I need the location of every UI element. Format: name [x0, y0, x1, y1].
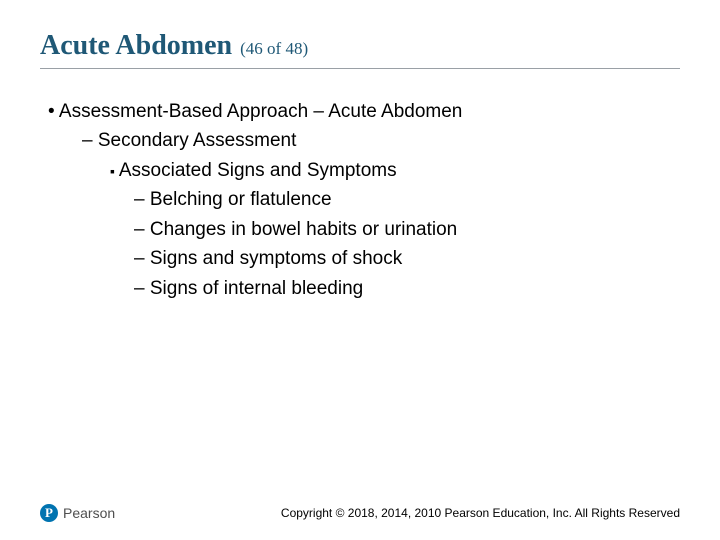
- bullet-lvl3: Associated Signs and Symptoms: [40, 156, 680, 185]
- pearson-logo-icon: P: [40, 504, 58, 522]
- slide: Acute Abdomen (46 of 48) Assessment-Base…: [0, 0, 720, 540]
- slide-title: Acute Abdomen: [40, 30, 232, 62]
- footer: P Pearson Copyright © 2018, 2014, 2010 P…: [0, 504, 720, 522]
- bullet-text: Associated Signs and Symptoms: [119, 160, 397, 181]
- slide-title-row: Acute Abdomen (46 of 48): [40, 30, 680, 62]
- bullet-text: Assessment-Based Approach – Acute Abdome…: [59, 101, 462, 122]
- bullet-text: Signs of internal bleeding: [150, 278, 363, 299]
- bullet-lvl1: Assessment-Based Approach – Acute Abdome…: [40, 97, 680, 126]
- bullet-lvl4: Signs and symptoms of shock: [40, 244, 680, 273]
- slide-counter: (46 of 48): [240, 39, 308, 59]
- bullet-lvl2: Secondary Assessment: [40, 126, 680, 155]
- bullet-lvl4: Changes in bowel habits or urination: [40, 215, 680, 244]
- pearson-logo: P Pearson: [40, 504, 115, 522]
- bullet-text: Belching or flatulence: [150, 189, 332, 210]
- content-body: Assessment-Based Approach – Acute Abdome…: [40, 97, 680, 303]
- bullet-lvl4: Belching or flatulence: [40, 185, 680, 214]
- copyright-text: Copyright © 2018, 2014, 2010 Pearson Edu…: [281, 506, 680, 520]
- pearson-logo-text: Pearson: [63, 505, 115, 521]
- bullet-text: Changes in bowel habits or urination: [150, 219, 457, 240]
- title-divider: [40, 68, 680, 69]
- bullet-lvl4: Signs of internal bleeding: [40, 274, 680, 303]
- bullet-text: Secondary Assessment: [98, 130, 297, 151]
- bullet-text: Signs and symptoms of shock: [150, 248, 402, 269]
